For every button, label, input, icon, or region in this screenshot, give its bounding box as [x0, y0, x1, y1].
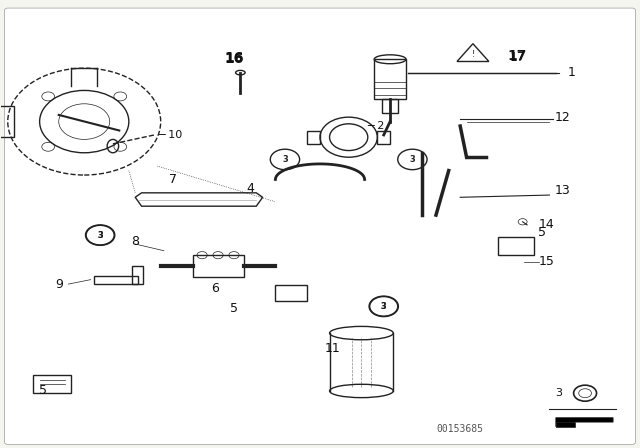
Bar — [374, 59, 406, 99]
Bar — [0, 106, 14, 137]
Text: 14: 14 — [538, 217, 554, 231]
Text: 3: 3 — [381, 302, 387, 311]
Text: 13: 13 — [554, 184, 570, 197]
Text: 3: 3 — [97, 231, 103, 240]
Bar — [378, 130, 390, 144]
Text: 5: 5 — [538, 225, 546, 238]
Text: 16: 16 — [224, 52, 244, 66]
Text: 6: 6 — [211, 282, 219, 295]
Text: 3: 3 — [97, 231, 103, 240]
Text: 8: 8 — [131, 235, 140, 248]
Text: 3: 3 — [410, 155, 415, 164]
Bar — [275, 285, 307, 301]
Text: 16: 16 — [224, 52, 244, 65]
Bar — [499, 237, 534, 255]
Bar — [94, 276, 138, 284]
Text: 4: 4 — [246, 182, 254, 195]
Text: 12: 12 — [554, 111, 570, 124]
Bar — [33, 375, 72, 393]
Text: 17: 17 — [509, 51, 525, 64]
Text: 5: 5 — [230, 302, 238, 315]
Text: 3: 3 — [381, 302, 387, 311]
Text: 5: 5 — [39, 384, 47, 397]
Text: ─ 10: ─ 10 — [158, 130, 182, 140]
Polygon shape — [556, 422, 575, 426]
Text: 11: 11 — [325, 342, 340, 355]
Polygon shape — [556, 418, 613, 426]
Text: !: ! — [471, 50, 474, 59]
Bar — [193, 255, 244, 277]
Text: ─ 2: ─ 2 — [367, 121, 385, 131]
Polygon shape — [135, 193, 262, 206]
FancyBboxPatch shape — [4, 8, 636, 444]
Bar — [307, 130, 320, 144]
Text: 7: 7 — [170, 173, 177, 186]
Text: 3: 3 — [556, 388, 563, 398]
Bar — [383, 99, 397, 113]
Text: 1: 1 — [568, 66, 575, 79]
Text: 15: 15 — [538, 255, 554, 268]
Text: 00153685: 00153685 — [436, 424, 484, 434]
Text: 3: 3 — [282, 155, 288, 164]
Text: 17: 17 — [508, 49, 527, 63]
Bar — [132, 266, 143, 284]
Text: 9: 9 — [55, 278, 63, 291]
